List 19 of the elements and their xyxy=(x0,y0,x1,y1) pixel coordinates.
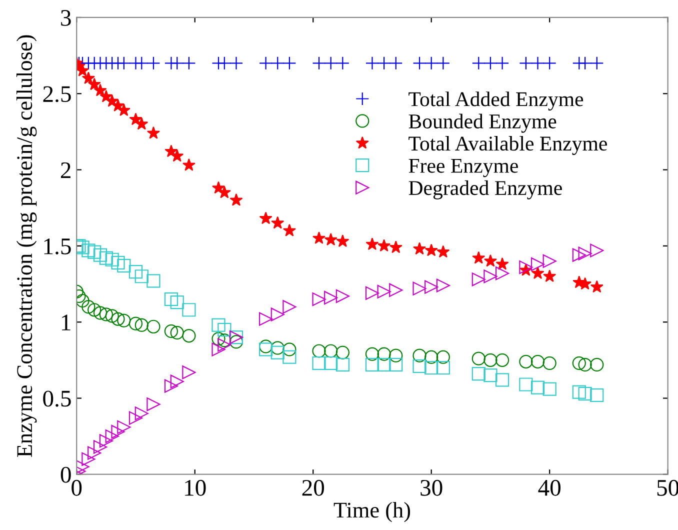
x-tick-label: 30 xyxy=(420,480,442,496)
y-tick-label: 3 xyxy=(61,10,71,26)
y-tick-label: 0.5 xyxy=(43,390,71,407)
x-tick-label: 10 xyxy=(185,480,206,496)
y-axis-title: Enzyme Concentration (mg protein/g cellulose) xyxy=(16,35,37,457)
legend-label: Bounded Enzyme xyxy=(408,114,556,133)
x-tick-label: 40 xyxy=(538,480,560,496)
y-tick-label: 1.5 xyxy=(44,238,71,254)
x-tick-label: 20 xyxy=(302,480,324,496)
x-tick-label: 0 xyxy=(72,480,82,496)
y-tick-label: 1 xyxy=(62,314,70,330)
legend-label: Total Available Enzyme xyxy=(408,136,607,155)
legend-label: Free Enzyme xyxy=(408,159,518,178)
y-tick-label: 0 xyxy=(60,466,71,483)
legend-label: Total Added Enzyme xyxy=(408,92,584,111)
y-tick-label: 2.5 xyxy=(43,86,71,102)
y-tick-label: 2 xyxy=(60,162,70,178)
x-axis-title: Time (h) xyxy=(334,502,410,522)
legend-label: Degraded Enzyme xyxy=(408,180,562,200)
